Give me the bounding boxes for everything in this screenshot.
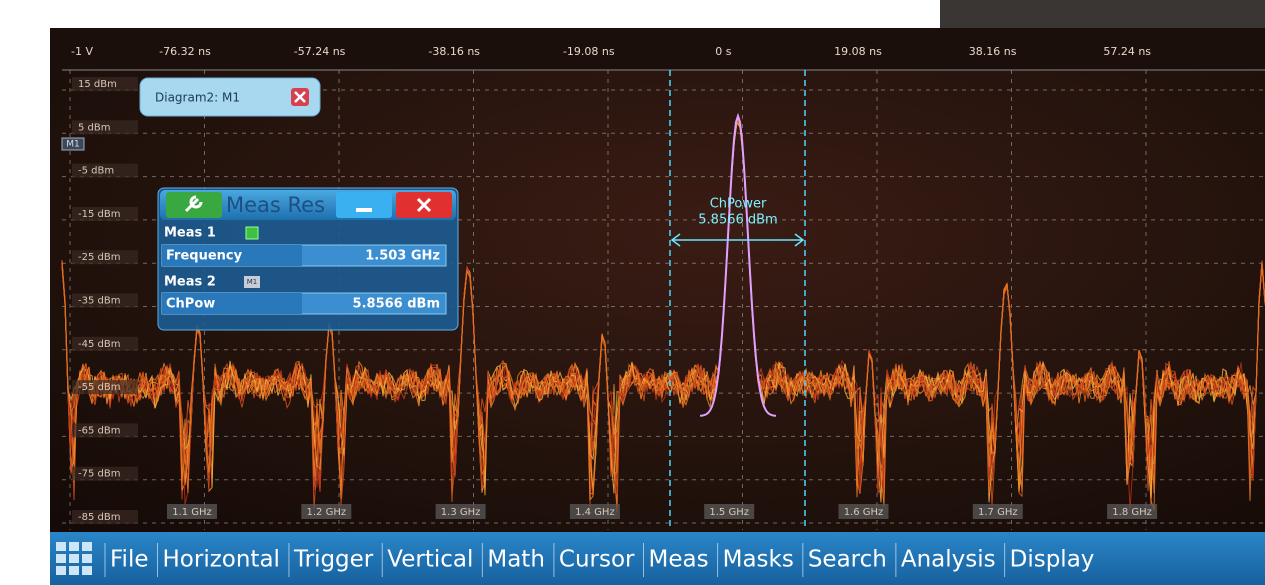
- menu: File Horizontal Trigger Vertical Math Cursor M…: [105, 543, 1094, 577]
- apps-cell: [69, 554, 79, 563]
- menu-item[interactable]: Analysis: [901, 547, 996, 573]
- apps-cell: [56, 566, 66, 575]
- level-label: -65 dBm: [78, 425, 120, 436]
- level-label: -5 dBm: [78, 166, 114, 177]
- freq-label: 1.5 GHz: [709, 507, 749, 518]
- menu-item[interactable]: Meas: [649, 547, 709, 573]
- level-label: 15 dBm: [78, 79, 117, 90]
- time-label: 57.24 ns: [1103, 45, 1151, 58]
- level-label: 5 dBm: [78, 122, 111, 133]
- time-label: -76.32 ns: [159, 45, 211, 58]
- menu-item[interactable]: Math: [487, 547, 545, 573]
- level-label: -85 dBm: [78, 512, 120, 523]
- apps-cell: [82, 554, 92, 563]
- minimize-button[interactable]: [336, 192, 392, 218]
- meas1-indicator: [246, 227, 258, 239]
- meas1-name: Frequency: [166, 249, 243, 264]
- photo-edge: [940, 0, 1265, 28]
- level-label: -25 dBm: [78, 252, 120, 263]
- menu-item[interactable]: Display: [1010, 547, 1095, 573]
- page: -1 V -76.32 ns -57.24 ns -38.16 ns -19.08 ns…: [0, 0, 1265, 585]
- scope-screen: -1 V -76.32 ns -57.24 ns -38.16 ns -19.08 ns…: [0, 0, 1265, 585]
- annotation-label: ChPower: [710, 197, 767, 212]
- meas2-name: ChPow: [166, 297, 215, 312]
- time-label: -19.08 ns: [563, 45, 615, 58]
- minimize-icon: [356, 208, 372, 212]
- meas2-label: Meas 2: [164, 275, 216, 290]
- meas-window-title: Meas Res: [226, 193, 325, 217]
- time-label: -38.16 ns: [428, 45, 480, 58]
- meas2-badge-label: M1: [247, 278, 258, 286]
- apps-cell: [69, 542, 79, 551]
- time-label: 0 s: [715, 45, 731, 58]
- apps-icon[interactable]: [56, 542, 92, 575]
- apps-cell: [56, 542, 66, 551]
- apps-cell: [82, 566, 92, 575]
- freq-label: 1.8 GHz: [1112, 507, 1152, 518]
- menu-item[interactable]: Vertical: [387, 547, 473, 573]
- meas2-value: 5.8566 dBm: [353, 297, 440, 312]
- time-label: 38.16 ns: [969, 45, 1017, 58]
- menu-item[interactable]: Trigger: [293, 547, 374, 573]
- freq-label: 1.7 GHz: [978, 507, 1018, 518]
- time-label: -1 V: [71, 45, 93, 58]
- apps-cell: [82, 542, 92, 551]
- marker-label: M1: [66, 140, 80, 150]
- freq-label: 1.2 GHz: [306, 507, 346, 518]
- freq-label: 1.4 GHz: [575, 507, 615, 518]
- annotation-value: 5.8566 dBm: [698, 213, 777, 228]
- time-axis-bar: [50, 28, 1265, 70]
- apps-cell: [56, 554, 66, 563]
- level-label: -15 dBm: [78, 209, 120, 220]
- menu-item[interactable]: Horizontal: [163, 547, 280, 573]
- menu-item[interactable]: Masks: [723, 547, 794, 573]
- level-label: -55 dBm: [78, 382, 120, 393]
- diagram-tab-label: Diagram2: M1: [155, 91, 240, 105]
- time-label: 19.08 ns: [834, 45, 882, 58]
- freq-label: 1.6 GHz: [844, 507, 884, 518]
- time-label: -57.24 ns: [294, 45, 346, 58]
- meas1-value: 1.503 GHz: [365, 249, 440, 264]
- freq-label: 1.1 GHz: [172, 507, 212, 518]
- meas1-label: Meas 1: [164, 226, 216, 241]
- level-label: -75 dBm: [78, 469, 120, 480]
- menu-item[interactable]: File: [110, 547, 149, 573]
- apps-cell: [69, 566, 79, 575]
- freq-label: 1.3 GHz: [441, 507, 481, 518]
- level-label: -35 dBm: [78, 296, 120, 307]
- menu-item[interactable]: Search: [808, 547, 887, 573]
- menu-item[interactable]: Cursor: [559, 547, 635, 573]
- level-label: -45 dBm: [78, 339, 120, 350]
